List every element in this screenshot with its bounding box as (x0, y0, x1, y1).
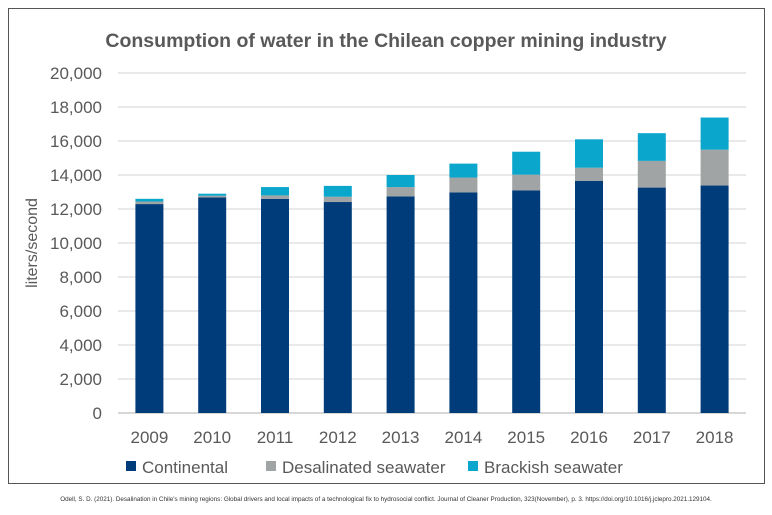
legend-label: Continental (142, 458, 228, 477)
y-tick-label: 6,000 (59, 302, 102, 321)
bar-segment-continental (637, 187, 666, 413)
bar-segment-desalinated-seawater (198, 195, 227, 198)
bar-segment-continental (449, 192, 478, 413)
legend-swatch (468, 461, 478, 471)
bar-segment-desalinated-seawater (512, 174, 541, 191)
bar-segment-desalinated-seawater (135, 201, 164, 205)
y-tick-label: 0 (93, 404, 102, 423)
legend-label: Brackish seawater (484, 458, 623, 477)
bar-segment-continental (135, 204, 164, 413)
y-tick-label: 10,000 (50, 234, 102, 253)
y-tick-label: 12,000 (50, 200, 102, 219)
bar-segment-continental (323, 202, 352, 413)
bar-segment-desalinated-seawater (261, 195, 289, 199)
x-tick-label: 2016 (570, 428, 608, 447)
bar-segment-desalinated-seawater (449, 177, 478, 193)
legend-swatch (266, 461, 276, 471)
y-tick-label: 20,000 (50, 64, 102, 83)
bar-segment-desalinated-seawater (575, 167, 603, 181)
bar-segment-continental (261, 198, 289, 413)
bar-segment-brackish-seawater (261, 187, 289, 196)
bar-segment-continental (512, 190, 541, 413)
bar-segment-brackish-seawater (198, 193, 227, 196)
x-tick-label: 2009 (130, 428, 168, 447)
y-tick-label: 8,000 (59, 268, 102, 287)
bar-segment-brackish-seawater (323, 185, 352, 197)
bar-segment-desalinated-seawater (323, 196, 352, 203)
citation: Odell, S. D. (2021). Desalination in Chi… (60, 496, 712, 503)
bar-segment-brackish-seawater (512, 151, 541, 175)
x-tick-label: 2012 (319, 428, 357, 447)
y-tick-label: 14,000 (50, 166, 102, 185)
x-tick-label: 2018 (696, 428, 734, 447)
x-tick-label: 2010 (193, 428, 231, 447)
bar-segment-brackish-seawater (386, 175, 415, 188)
y-tick-label: 2,000 (59, 370, 102, 389)
x-tick-label: 2013 (382, 428, 420, 447)
bar-segment-continental (700, 185, 729, 413)
chart-frame (8, 8, 765, 484)
bar-segment-continental (386, 196, 415, 413)
y-tick-label: 16,000 (50, 132, 102, 151)
y-axis-label: liters/second (24, 198, 41, 288)
chart-title: Consumption of water in the Chilean copp… (105, 30, 667, 52)
bar-segment-brackish-seawater (637, 133, 666, 161)
x-tick-label: 2011 (257, 428, 294, 447)
bar-segment-continental (575, 180, 603, 413)
bar-segment-brackish-seawater (700, 117, 729, 150)
legend-label: Desalinated seawater (282, 458, 446, 477)
bar-segment-desalinated-seawater (637, 160, 666, 188)
bar-segment-brackish-seawater (575, 139, 603, 168)
x-tick-label: 2015 (507, 428, 545, 447)
bar-segment-continental (198, 197, 227, 413)
x-tick-label: 2017 (633, 428, 671, 447)
y-tick-label: 4,000 (59, 336, 102, 355)
bar-segment-brackish-seawater (449, 163, 478, 178)
legend-swatch (126, 461, 136, 471)
bar-segment-brackish-seawater (135, 198, 164, 202)
bar-segment-desalinated-seawater (700, 149, 729, 186)
bar-segment-desalinated-seawater (386, 187, 415, 197)
x-tick-label: 2014 (444, 428, 482, 447)
y-tick-label: 18,000 (50, 98, 102, 117)
